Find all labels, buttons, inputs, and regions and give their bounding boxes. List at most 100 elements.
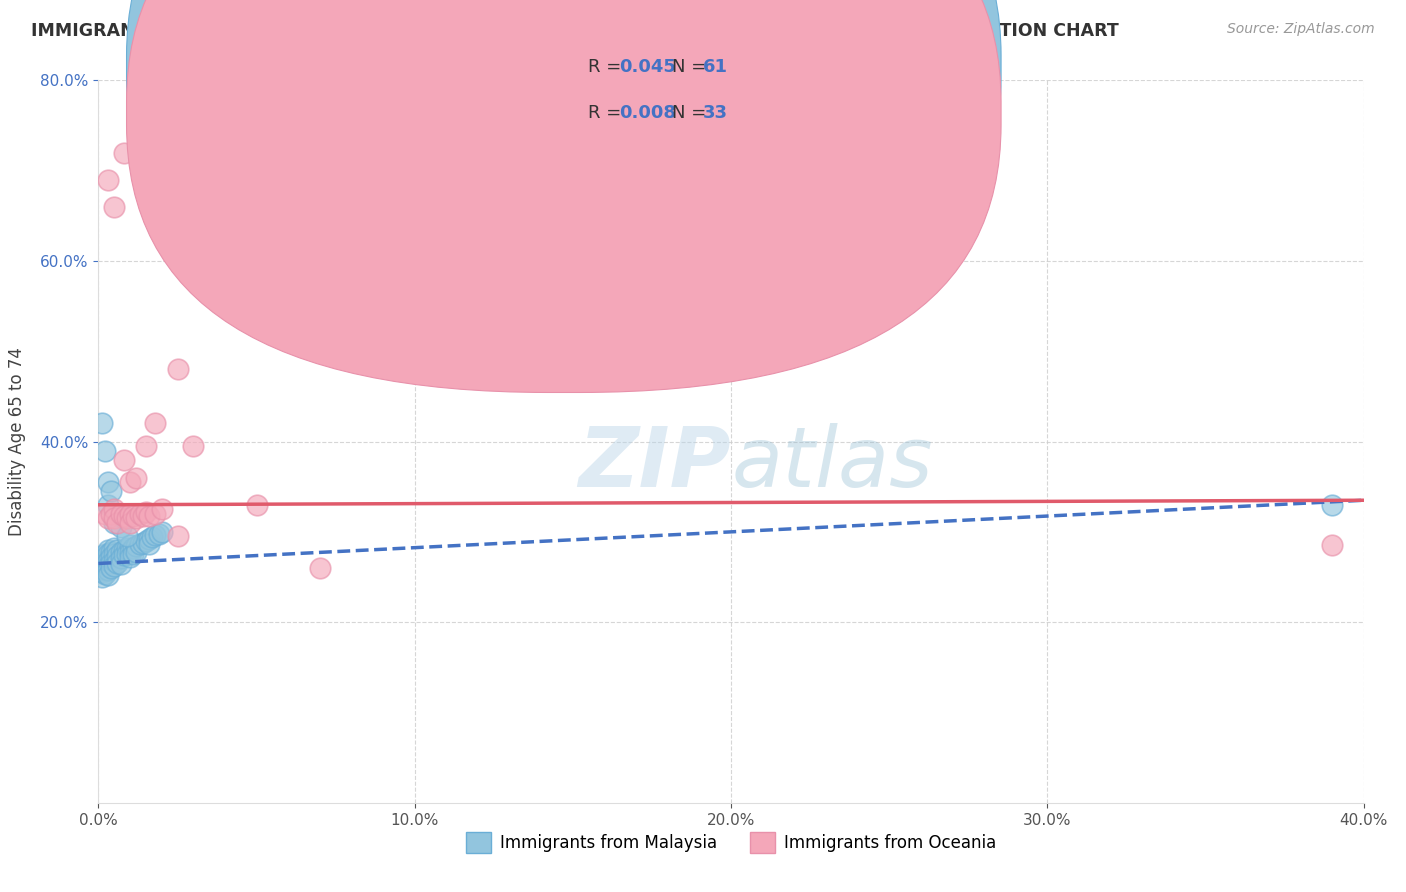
Point xyxy=(125,545,148,559)
Point xyxy=(115,529,138,543)
Legend: Immigrants from Malaysia, Immigrants from Oceania: Immigrants from Malaysia, Immigrants fro… xyxy=(460,826,1002,860)
Point xyxy=(246,498,269,512)
Point xyxy=(100,545,122,559)
Y-axis label: Disability Age 65 to 74: Disability Age 65 to 74 xyxy=(8,347,27,536)
Text: atlas: atlas xyxy=(731,423,932,504)
Point xyxy=(183,439,205,453)
Point xyxy=(103,554,125,568)
Point xyxy=(166,529,188,543)
Point xyxy=(103,502,125,516)
Point xyxy=(145,507,166,521)
Point xyxy=(120,507,141,521)
Point xyxy=(97,554,120,568)
Point xyxy=(122,508,145,523)
Point xyxy=(125,511,148,525)
Point xyxy=(97,563,120,577)
Point xyxy=(93,554,117,568)
Point xyxy=(93,443,117,458)
Point xyxy=(110,551,132,566)
Point xyxy=(90,417,112,431)
Point xyxy=(148,526,170,541)
Text: IMMIGRANTS FROM MALAYSIA VS IMMIGRANTS FROM OCEANIA DISABILITY AGE 65 TO 74 CORR: IMMIGRANTS FROM MALAYSIA VS IMMIGRANTS F… xyxy=(31,22,1119,40)
Point xyxy=(93,507,117,521)
Point xyxy=(138,508,160,523)
Point xyxy=(120,550,141,565)
Point xyxy=(110,507,132,521)
Point xyxy=(107,549,129,564)
Point xyxy=(112,145,135,160)
Point xyxy=(110,545,132,559)
Point xyxy=(115,511,138,525)
Point xyxy=(125,539,148,553)
Point xyxy=(107,516,129,530)
Point xyxy=(90,552,112,566)
Point xyxy=(1322,498,1344,512)
Point xyxy=(97,498,120,512)
Text: 0.008: 0.008 xyxy=(619,104,676,122)
Text: N =: N = xyxy=(672,104,711,122)
Point xyxy=(93,548,117,562)
Point xyxy=(1322,538,1344,552)
Point xyxy=(120,538,141,552)
Point xyxy=(93,559,117,574)
Point xyxy=(132,508,155,523)
Text: ZIP: ZIP xyxy=(578,423,731,504)
Point xyxy=(135,439,157,453)
Point xyxy=(100,561,122,575)
Point xyxy=(110,558,132,572)
Point xyxy=(100,556,122,570)
Point xyxy=(112,549,135,563)
Point xyxy=(97,475,120,490)
Point xyxy=(103,559,125,574)
Point xyxy=(107,556,129,570)
Point xyxy=(150,502,173,516)
Point xyxy=(100,484,122,499)
Point xyxy=(100,550,122,565)
Point xyxy=(112,542,135,557)
Point xyxy=(122,547,145,561)
Point xyxy=(103,541,125,555)
Text: 33: 33 xyxy=(703,104,728,122)
Point xyxy=(93,563,117,577)
Point xyxy=(115,548,138,562)
Point xyxy=(112,511,135,525)
Point xyxy=(138,532,160,546)
Point xyxy=(112,452,135,467)
Point xyxy=(103,511,125,525)
Text: N =: N = xyxy=(672,58,711,76)
Point xyxy=(138,537,160,551)
Text: R =: R = xyxy=(588,58,627,76)
Point xyxy=(100,507,122,521)
Point xyxy=(309,561,332,575)
Point xyxy=(97,172,120,186)
Point xyxy=(135,505,157,519)
Point xyxy=(150,524,173,539)
Point xyxy=(97,542,120,557)
Point xyxy=(112,508,135,523)
Point xyxy=(122,541,145,555)
Text: R =: R = xyxy=(588,104,627,122)
Point xyxy=(110,520,132,534)
Point xyxy=(135,533,157,548)
Point xyxy=(93,567,117,582)
Point xyxy=(128,507,150,521)
Point xyxy=(125,471,148,485)
Point xyxy=(90,570,112,584)
Point xyxy=(90,566,112,580)
Point xyxy=(97,568,120,582)
Point xyxy=(115,541,138,555)
Point xyxy=(128,537,150,551)
Point xyxy=(141,530,163,544)
Point xyxy=(120,516,141,530)
Point xyxy=(120,545,141,559)
Text: Source: ZipAtlas.com: Source: ZipAtlas.com xyxy=(1227,22,1375,37)
Point xyxy=(107,507,129,521)
Point xyxy=(107,542,129,557)
Point xyxy=(166,362,188,376)
Point xyxy=(145,528,166,542)
Point xyxy=(97,511,120,525)
Point xyxy=(90,561,112,575)
Point xyxy=(132,535,155,549)
Text: 61: 61 xyxy=(703,58,728,76)
Point xyxy=(103,548,125,562)
